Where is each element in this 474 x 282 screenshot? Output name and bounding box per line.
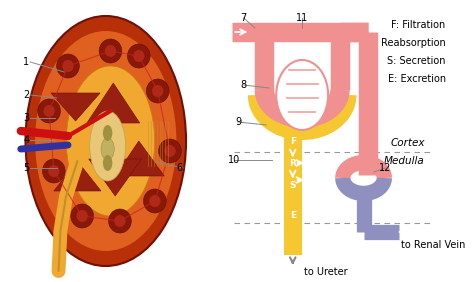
Circle shape <box>109 209 131 233</box>
Text: 1: 1 <box>23 57 29 67</box>
Circle shape <box>105 45 116 57</box>
Circle shape <box>146 79 169 103</box>
Circle shape <box>159 139 182 163</box>
Text: 10: 10 <box>228 155 240 165</box>
Ellipse shape <box>101 138 114 160</box>
Polygon shape <box>51 93 100 121</box>
Circle shape <box>149 195 161 207</box>
Ellipse shape <box>35 31 176 251</box>
Circle shape <box>76 210 88 222</box>
Text: 8: 8 <box>241 80 246 90</box>
Text: 4: 4 <box>23 135 29 145</box>
Circle shape <box>43 159 65 183</box>
Ellipse shape <box>103 125 112 141</box>
Polygon shape <box>89 159 142 196</box>
Text: E: E <box>290 210 296 219</box>
Text: 3: 3 <box>23 113 29 123</box>
Polygon shape <box>87 83 140 123</box>
Circle shape <box>128 44 150 68</box>
Text: R: Reabsorption: R: Reabsorption <box>368 38 446 48</box>
Ellipse shape <box>66 66 155 216</box>
Polygon shape <box>54 161 101 191</box>
Circle shape <box>57 54 79 78</box>
Circle shape <box>48 165 60 177</box>
Polygon shape <box>115 141 164 176</box>
Text: Cortex: Cortex <box>391 138 425 148</box>
Ellipse shape <box>26 16 186 266</box>
Text: S: S <box>290 180 296 190</box>
Circle shape <box>99 39 122 63</box>
Text: to Renal Vein: to Renal Vein <box>401 240 465 250</box>
Ellipse shape <box>103 155 112 171</box>
Text: 12: 12 <box>379 163 392 173</box>
Text: 7: 7 <box>240 13 247 23</box>
Text: 9: 9 <box>235 117 241 127</box>
Text: F: F <box>290 138 296 147</box>
Text: 6: 6 <box>176 163 182 173</box>
Circle shape <box>38 99 61 123</box>
Text: R: R <box>289 158 296 168</box>
Text: to Ureter: to Ureter <box>304 267 348 277</box>
Circle shape <box>44 105 55 117</box>
Text: E: Excretion: E: Excretion <box>388 74 446 84</box>
Text: 2: 2 <box>23 90 29 100</box>
Text: 5: 5 <box>23 163 29 173</box>
Circle shape <box>133 50 145 62</box>
Text: F: Filtration: F: Filtration <box>392 20 446 30</box>
Text: 11: 11 <box>296 13 308 23</box>
Ellipse shape <box>276 60 328 130</box>
Circle shape <box>62 60 73 72</box>
Circle shape <box>144 189 166 213</box>
Text: S: Secretion: S: Secretion <box>387 56 446 66</box>
Ellipse shape <box>90 111 126 181</box>
Circle shape <box>164 145 176 157</box>
Text: Medulla: Medulla <box>384 156 425 166</box>
Circle shape <box>114 215 126 227</box>
Circle shape <box>71 204 93 228</box>
Circle shape <box>152 85 164 97</box>
